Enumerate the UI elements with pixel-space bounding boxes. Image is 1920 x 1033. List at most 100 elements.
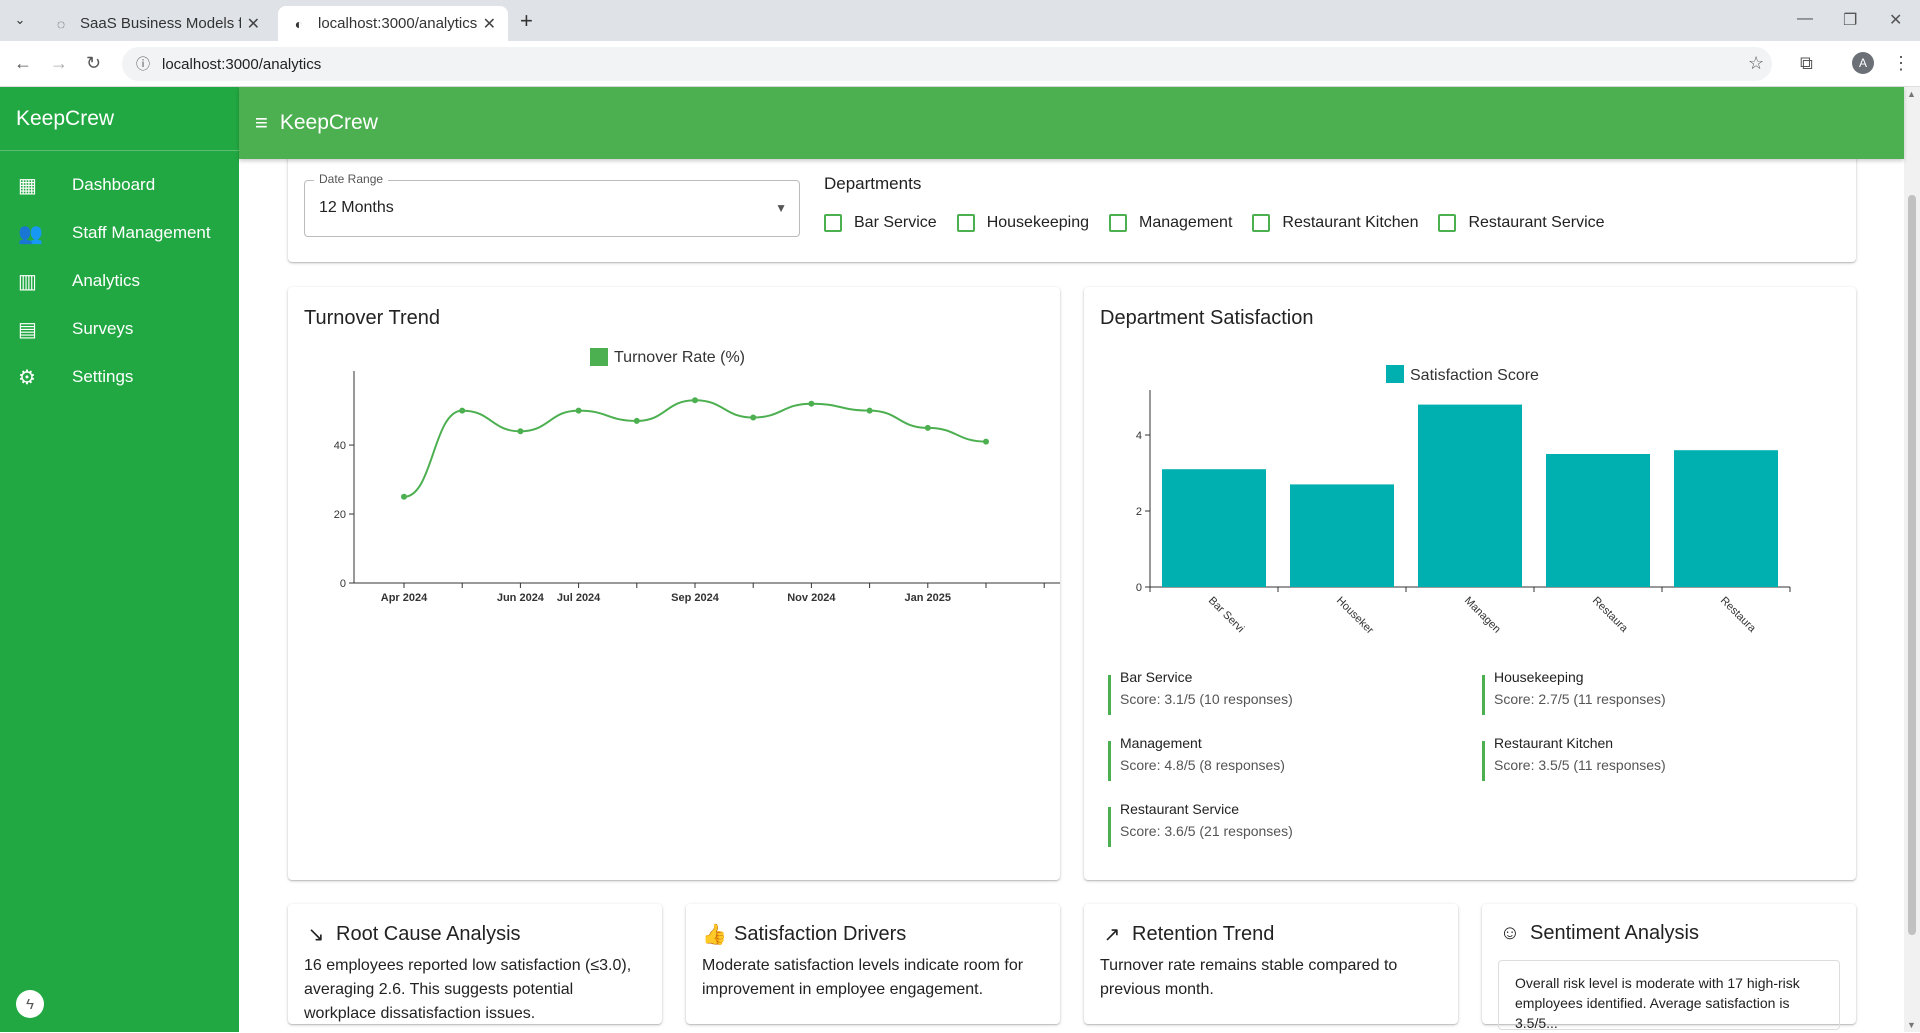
scroll-down-icon[interactable]: ▼ (1907, 1020, 1916, 1030)
x-tick-label: Restaura (1718, 595, 1759, 636)
bar (1162, 469, 1266, 587)
data-point (983, 438, 989, 445)
data-point (575, 407, 582, 414)
x-tick-label: Jan 2025 (905, 592, 951, 604)
url-text: localhost:3000/analytics (162, 55, 322, 73)
department-score: Score: 3.6/5 (21 responses) (1120, 823, 1293, 839)
retention-trend-card: ↗ Retention Trend Turnover rate remains s… (1084, 904, 1458, 1024)
satisfaction-item: Restaurant Service Score: 3.6/5 (21 resp… (1108, 801, 1448, 847)
people-icon: 👥 (18, 222, 43, 245)
y-tick-label: 2 (1136, 506, 1142, 518)
department-checkbox[interactable]: Restaurant Service (1438, 214, 1605, 232)
poll-icon: ▤ (18, 318, 37, 341)
new-tab-button[interactable]: + (520, 8, 533, 33)
scroll-up-icon[interactable]: ▲ (1907, 89, 1916, 99)
department-checkbox[interactable]: Bar Service (824, 214, 937, 232)
checkbox-icon[interactable] (956, 214, 975, 232)
legend-swatch (590, 348, 608, 366)
department-checkbox[interactable]: Restaurant Kitchen (1252, 214, 1418, 232)
legend-label: Satisfaction Score (1410, 367, 1539, 384)
turnover-trend-card: Turnover Trend Turnover Rate (%) 0 20 40 Apr… (288, 287, 1060, 880)
browser-tab-analytics[interactable]: ◐ localhost:3000/analytics ✕ (278, 6, 508, 41)
date-range-value: 12 Months (319, 199, 394, 216)
restore-icon[interactable]: ❐ (1843, 12, 1858, 29)
insight-title: Satisfaction Drivers (734, 923, 907, 945)
x-tick-label: Managen (1462, 595, 1503, 636)
window-close-icon[interactable]: ✕ (1889, 12, 1903, 29)
data-point (808, 400, 815, 407)
x-tick-label: Restaura (1590, 595, 1631, 636)
data-point (459, 407, 466, 414)
data-point (924, 424, 931, 431)
forward-icon[interactable]: → (50, 53, 68, 73)
department-checkbox[interactable]: Housekeeping (956, 214, 1089, 232)
bar (1418, 404, 1522, 587)
extensions-icon[interactable]: ⧉ (1800, 53, 1813, 73)
checkbox-icon[interactable] (824, 214, 842, 232)
department-score: Score: 3.5/5 (11 responses) (1494, 757, 1666, 773)
back-icon[interactable]: ← (14, 53, 32, 73)
sidebar-item-dashboard[interactable]: ▦ Dashboard (0, 161, 239, 209)
date-range-label: Date Range (314, 172, 389, 186)
sidebar-brand: KeepCrew (0, 87, 239, 151)
hamburger-menu-icon[interactable]: ≡ (255, 110, 268, 135)
y-tick-label: 0 (340, 578, 346, 590)
tab-favicon-icon: ◐ (294, 15, 304, 32)
minimize-icon[interactable]: — (1797, 10, 1813, 27)
sidebar-item-settings[interactable]: ⚙ Settings (0, 353, 239, 401)
satisfaction-item: Restaurant Kitchen Score: 3.5/5 (11 resp… (1482, 735, 1822, 781)
app-bar-title: KeepCrew (279, 111, 378, 134)
scrollbar-thumb[interactable] (1908, 195, 1916, 935)
browser-tab-saas[interactable]: ◌ SaaS Business Models for SMEs ✕ (40, 6, 272, 41)
insight-title: Root Cause Analysis (336, 923, 521, 945)
y-tick-label: 4 (1136, 430, 1142, 442)
data-point (633, 417, 640, 424)
bolt-icon[interactable]: ϟ (16, 990, 44, 1018)
filters-card: Date Range 12 Months ▼ Departments Bar S… (288, 150, 1856, 262)
browser-tab-strip: ⌄ ◌ SaaS Business Models for SMEs ✕ ◐ lo… (0, 0, 1920, 41)
tab-title: SaaS Business Models for SMEs (80, 15, 241, 32)
checkbox-icon[interactable] (1109, 214, 1127, 232)
legend-swatch (1386, 365, 1404, 383)
checkbox-icon[interactable] (1252, 214, 1271, 232)
gear-icon: ⚙ (18, 366, 36, 389)
sidebar-item-label: Settings (72, 367, 134, 386)
insight-body: Turnover rate remains stable compared to… (1100, 957, 1398, 998)
department-score: Score: 4.8/5 (8 responses) (1120, 757, 1285, 773)
sidebar-item-analytics[interactable]: ▥ Analytics (0, 257, 239, 305)
sidebar-item-surveys[interactable]: ▤ Surveys (0, 305, 239, 353)
data-point (750, 414, 757, 421)
url-field[interactable]: ⓘ localhost:3000/analytics (122, 47, 1772, 81)
close-icon[interactable]: ✕ (482, 15, 496, 33)
x-tick-label: Houseker (1334, 595, 1376, 637)
profile-avatar[interactable]: A (1852, 52, 1874, 74)
root-cause-card: ↘ Root Cause Analysis 16 employees report… (288, 904, 662, 1024)
page-scrollbar[interactable]: ▲ ▼ (1904, 87, 1920, 1032)
checkbox-icon[interactable] (1438, 214, 1457, 232)
satisfaction-item: Bar Service Score: 3.1/5 (10 responses) (1108, 669, 1448, 715)
dashboard-icon: ▦ (18, 174, 37, 197)
department-score: Score: 3.1/5 (10 responses) (1120, 691, 1293, 707)
tab-search-icon[interactable]: ⌄ (14, 12, 26, 27)
department-score: Score: 2.7/5 (11 responses) (1494, 691, 1666, 707)
card-title: Department Satisfaction (1100, 307, 1314, 329)
x-tick-label: Nov 2024 (787, 592, 836, 604)
data-point (692, 397, 698, 404)
sidebar-item-label: Surveys (72, 319, 134, 338)
department-checkbox[interactable]: Management (1109, 214, 1232, 232)
site-info-icon[interactable]: ⓘ (136, 56, 150, 72)
department-name: Restaurant Service (1120, 801, 1240, 817)
insight-body: Moderate satisfaction levels indicate ro… (702, 957, 1024, 998)
bookmark-star-icon[interactable]: ☆ (1748, 53, 1765, 73)
y-tick-label: 0 (1136, 582, 1142, 594)
sidebar-item-staff-management[interactable]: 👥 Staff Management (0, 209, 239, 257)
bar (1290, 484, 1394, 587)
close-icon[interactable]: ✕ (246, 15, 260, 33)
date-range-select[interactable]: Date Range 12 Months ▼ (304, 172, 800, 237)
department-name: Housekeeping (1494, 669, 1584, 685)
kebab-menu-icon[interactable]: ⋮ (1892, 53, 1910, 73)
legend-label: Turnover Rate (%) (614, 349, 745, 366)
reload-icon[interactable]: ↻ (86, 53, 102, 73)
data-point (401, 493, 407, 500)
x-tick-label: Apr 2024 (381, 592, 428, 604)
